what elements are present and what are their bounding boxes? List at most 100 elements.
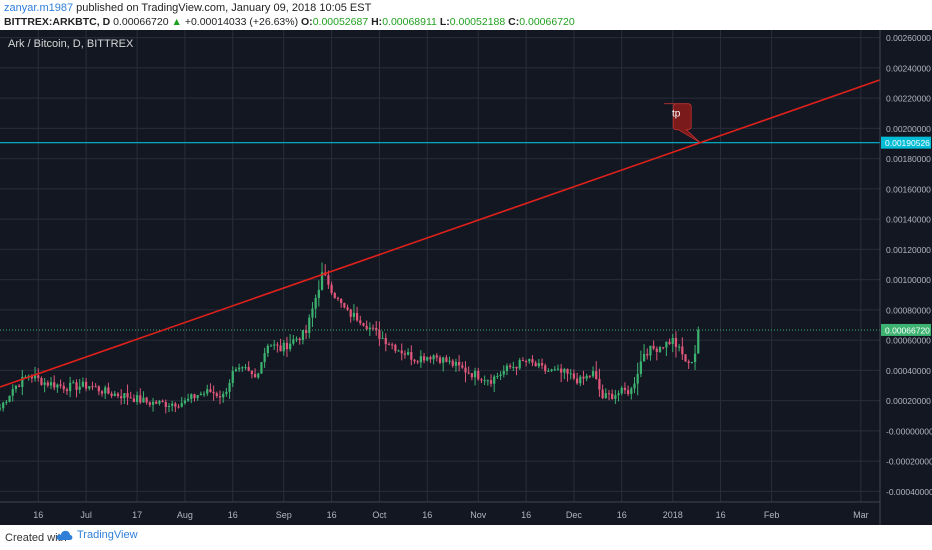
candle-body xyxy=(662,347,665,349)
candle xyxy=(652,340,655,351)
candle-body xyxy=(387,344,391,346)
candle-body xyxy=(260,362,263,374)
candle xyxy=(556,364,560,371)
x-tick-label: 17 xyxy=(132,510,142,520)
candle-body xyxy=(467,372,470,374)
candle xyxy=(91,381,94,391)
candle-body xyxy=(391,344,394,346)
author-link[interactable]: zanyar.m1987 xyxy=(4,2,74,14)
candle-body xyxy=(560,368,563,373)
candle-body xyxy=(164,402,167,407)
candle xyxy=(123,393,126,405)
candle-body xyxy=(445,357,448,362)
candle xyxy=(346,304,349,312)
candle xyxy=(167,402,171,413)
candle-body xyxy=(40,378,43,385)
candle xyxy=(368,322,371,336)
candle xyxy=(228,379,231,399)
candle xyxy=(658,345,662,353)
candle-body xyxy=(563,368,566,373)
candle xyxy=(400,343,403,361)
candle-body xyxy=(681,346,684,355)
price-chart[interactable]: tp 0.00260000 0.00240000 0.00220000 0.00200… xyxy=(0,30,932,525)
candle xyxy=(180,396,183,408)
candle xyxy=(94,383,97,388)
candle xyxy=(225,387,228,397)
candle xyxy=(566,368,569,382)
symbol-label: BITTREX:ARKBTC, D xyxy=(4,16,111,28)
candle-body xyxy=(448,360,451,362)
candle xyxy=(72,379,75,384)
candle xyxy=(359,315,362,326)
x-tick-label: Jul xyxy=(80,510,92,520)
candle xyxy=(349,308,352,323)
candle xyxy=(489,374,493,387)
candle-body xyxy=(187,398,190,401)
candle-body xyxy=(247,367,250,371)
last-price-label-bg xyxy=(881,323,931,336)
hline-price-label: 0.00190526 xyxy=(881,136,931,149)
chart-area[interactable]: tp 0.00260000 0.00240000 0.00220000 0.00200… xyxy=(0,30,932,525)
candle-body xyxy=(524,361,528,363)
candle xyxy=(569,368,572,380)
candle xyxy=(320,262,324,291)
candle xyxy=(196,395,199,401)
candle xyxy=(655,346,658,361)
candle xyxy=(678,343,681,352)
candle-body xyxy=(238,367,241,370)
candle-body xyxy=(655,348,658,352)
candle xyxy=(145,396,148,405)
candle xyxy=(183,397,187,405)
candle-body xyxy=(155,401,158,404)
candle-body xyxy=(604,393,607,399)
candle-body xyxy=(512,366,515,368)
candle xyxy=(591,366,595,378)
candle xyxy=(202,391,206,397)
candle xyxy=(84,377,88,392)
candle xyxy=(298,337,301,345)
candle xyxy=(649,345,652,361)
candle-body xyxy=(362,323,365,326)
candle xyxy=(473,367,477,386)
candle-body xyxy=(33,375,37,379)
y-tick-label: 0.00140000 xyxy=(886,215,931,225)
candle xyxy=(560,363,563,383)
tradingview-brand[interactable]: TradingView xyxy=(56,529,138,541)
candle xyxy=(253,368,257,378)
candle-body xyxy=(528,359,531,362)
candle-body xyxy=(537,363,540,367)
candle xyxy=(547,368,550,372)
candle xyxy=(601,384,604,400)
candle-body xyxy=(617,393,620,396)
candle-body xyxy=(75,382,78,390)
candle-body xyxy=(206,389,209,394)
tp-callout[interactable]: tp xyxy=(664,103,701,144)
last-price-label: 0.00066720 xyxy=(881,323,931,336)
high-value: 0.00068911 xyxy=(382,16,437,28)
candle-body xyxy=(438,357,442,363)
chart-background xyxy=(0,30,932,525)
candle-body xyxy=(442,357,445,363)
x-tick-label: 16 xyxy=(422,510,432,520)
callout-bubble[interactable] xyxy=(664,103,701,144)
candle-body xyxy=(480,379,483,381)
candle-body xyxy=(145,397,148,403)
candle xyxy=(512,361,515,371)
candle xyxy=(563,367,566,380)
candle xyxy=(139,388,142,405)
candle-body xyxy=(572,373,576,379)
candle xyxy=(646,348,649,360)
candle-body xyxy=(668,341,671,345)
candle-body xyxy=(212,392,215,394)
candle xyxy=(585,373,588,382)
candle-body xyxy=(569,373,572,375)
candle xyxy=(518,357,521,370)
x-tick-label: Feb xyxy=(764,510,780,520)
candle-body xyxy=(470,373,473,378)
trendline[interactable] xyxy=(0,79,881,388)
candle-body xyxy=(458,361,461,366)
ohlc-line: BITTREX:ARKBTC, D 0.00066720 ▲ +0.000140… xyxy=(4,16,575,29)
candle-body xyxy=(196,395,199,399)
candle-body xyxy=(579,376,582,384)
candle-body xyxy=(697,329,700,354)
